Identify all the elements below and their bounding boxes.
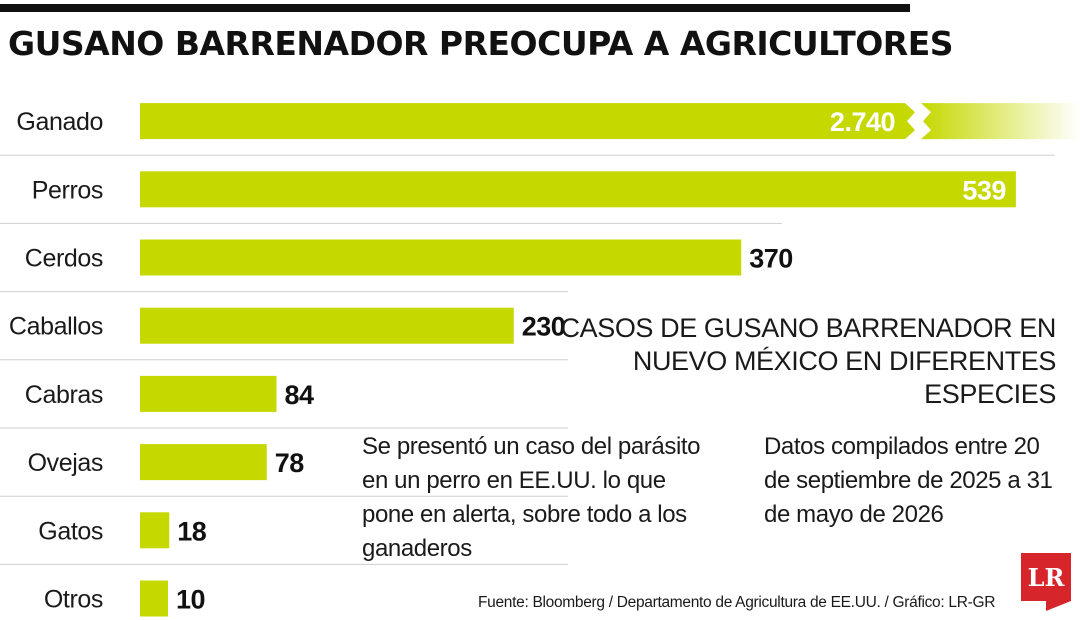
bar <box>140 512 170 549</box>
value-label: 78 <box>275 448 305 478</box>
bar-break <box>905 103 915 140</box>
category-label: Otros <box>44 586 103 614</box>
value-label: 370 <box>749 244 793 274</box>
category-label: Ovejas <box>28 449 103 477</box>
value-label: 18 <box>177 516 207 546</box>
category-label: Perros <box>32 176 103 204</box>
chart-note: Se presentó un caso del parásito en un p… <box>362 433 701 562</box>
source-credit: Fuente: Bloomberg / Departamento de Agri… <box>478 594 996 611</box>
bar <box>140 239 742 276</box>
bar <box>140 307 514 344</box>
value-label: 539 <box>962 175 1006 205</box>
bar <box>140 580 168 617</box>
bar <box>140 171 1016 208</box>
chart-title: GUSANO BARRENADOR PREOCUPA A AGRICULTORE… <box>8 24 954 63</box>
category-label: Gatos <box>38 517 103 545</box>
bar <box>140 444 267 481</box>
lr-logo: LR <box>1021 553 1071 611</box>
category-label: Caballos <box>9 313 103 341</box>
logo-text: LR <box>1028 563 1066 592</box>
bar-fade <box>921 103 1080 140</box>
value-label: 2.740 <box>830 107 895 137</box>
category-label: Cerdos <box>25 245 103 273</box>
bar <box>140 103 905 140</box>
top-rule <box>0 4 910 12</box>
bar <box>140 375 277 412</box>
chart-subtitle: CASOS DE GUSANO BARRENADOR EN NUEVO MÉXI… <box>560 313 1057 409</box>
category-label: Cabras <box>25 381 103 409</box>
value-label: 230 <box>522 312 566 342</box>
data-period: Datos compilados entre 20 de septiembre … <box>764 433 1053 528</box>
value-label: 84 <box>285 380 315 410</box>
category-label: Ganado <box>16 108 103 136</box>
value-label: 10 <box>176 585 205 615</box>
